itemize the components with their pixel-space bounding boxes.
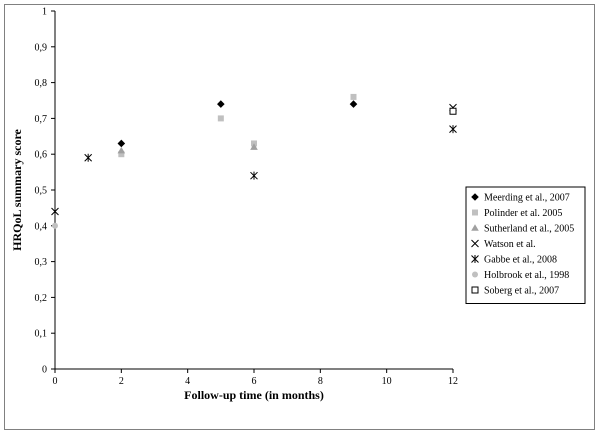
legend-item: Sutherland et al., 2005: [471, 224, 574, 235]
legend: Meerding et al., 2007 Polinder et al. 200…: [465, 186, 586, 304]
y-tick-label: 0,3: [35, 257, 48, 268]
y-tick-label: 0,6: [35, 150, 48, 161]
legend-label: Sutherland et al., 2005: [484, 224, 574, 235]
legend-marker: [471, 255, 479, 263]
x-tick-label: 10: [382, 376, 392, 387]
chart-frame: [4, 4, 595, 430]
legend-box: [465, 186, 586, 304]
data-point: [349, 100, 358, 108]
legend-item: Watson et al.: [471, 239, 536, 250]
data-point: [350, 93, 357, 100]
legend-item: Soberg et al., 2007: [471, 286, 559, 297]
data-point: [51, 207, 59, 216]
data-point: [449, 107, 457, 115]
legend-item: Gabbe et al., 2008: [471, 255, 557, 266]
legend-label: Soberg et al., 2007: [484, 286, 559, 297]
data-point: [118, 151, 125, 158]
series-4: [51, 125, 457, 216]
y-tick-label: 0,7: [35, 114, 48, 125]
data-point: [117, 139, 126, 148]
x-axis-title: Follow-up time (in months): [184, 388, 324, 402]
x-tick-label: 0: [53, 376, 58, 387]
y-axis-title: HRQoL summary score: [10, 128, 24, 250]
data-point: [52, 222, 58, 229]
x-tick-label: 2: [119, 376, 124, 387]
legend-marker: [472, 209, 478, 216]
x-tick-label: 4: [185, 376, 190, 387]
legend-label: Watson et al.: [484, 239, 536, 250]
legend-label: Polinder et al. 2005: [484, 208, 562, 219]
legend-marker: [472, 271, 478, 278]
series-5: [52, 222, 58, 229]
data-point: [250, 171, 258, 180]
y-tick-label: 0,8: [35, 78, 48, 89]
legend-item: Holbrook et al., 1998: [472, 270, 569, 281]
y-tick-label: 0,4: [35, 221, 48, 232]
data-point: [250, 143, 258, 150]
legend-label: Gabbe et al., 2008: [484, 255, 557, 266]
legend-item: Polinder et al. 2005: [472, 208, 562, 219]
data-marks: [51, 93, 457, 229]
data-point: [449, 125, 457, 134]
series-0: [117, 100, 358, 148]
data-point: [217, 115, 224, 122]
y-tick-label: 0,2: [35, 293, 48, 304]
y-tick-label: 0,5: [35, 186, 48, 197]
series-6: [449, 107, 457, 115]
legend-marker: [471, 239, 479, 248]
series-2: [117, 143, 258, 154]
legend-marker: [471, 286, 479, 294]
legend-marker: [471, 224, 479, 231]
x-tick-label: 12: [448, 376, 458, 387]
legend-item: Meerding et al., 2007: [471, 193, 570, 204]
legend-label: Holbrook et al., 1998: [484, 270, 569, 281]
legend-marker: [471, 193, 479, 201]
y-tick-label: 0: [42, 365, 47, 376]
series-1: [118, 93, 357, 158]
y-tick-label: 1: [42, 7, 47, 18]
data-point: [84, 153, 93, 162]
data-point: [117, 146, 126, 154]
axes: 00,10,20,30,40,50,60,70,80,910 2 4 6 8 10 12: [35, 7, 459, 388]
x-tick-label: 6: [252, 376, 257, 387]
x-tick-label: 8: [318, 376, 323, 387]
legend-label: Meerding et al., 2007: [484, 193, 570, 204]
y-tick-label: 0,1: [35, 329, 48, 340]
data-point: [217, 100, 225, 108]
y-tick-label: 0,9: [35, 42, 48, 53]
